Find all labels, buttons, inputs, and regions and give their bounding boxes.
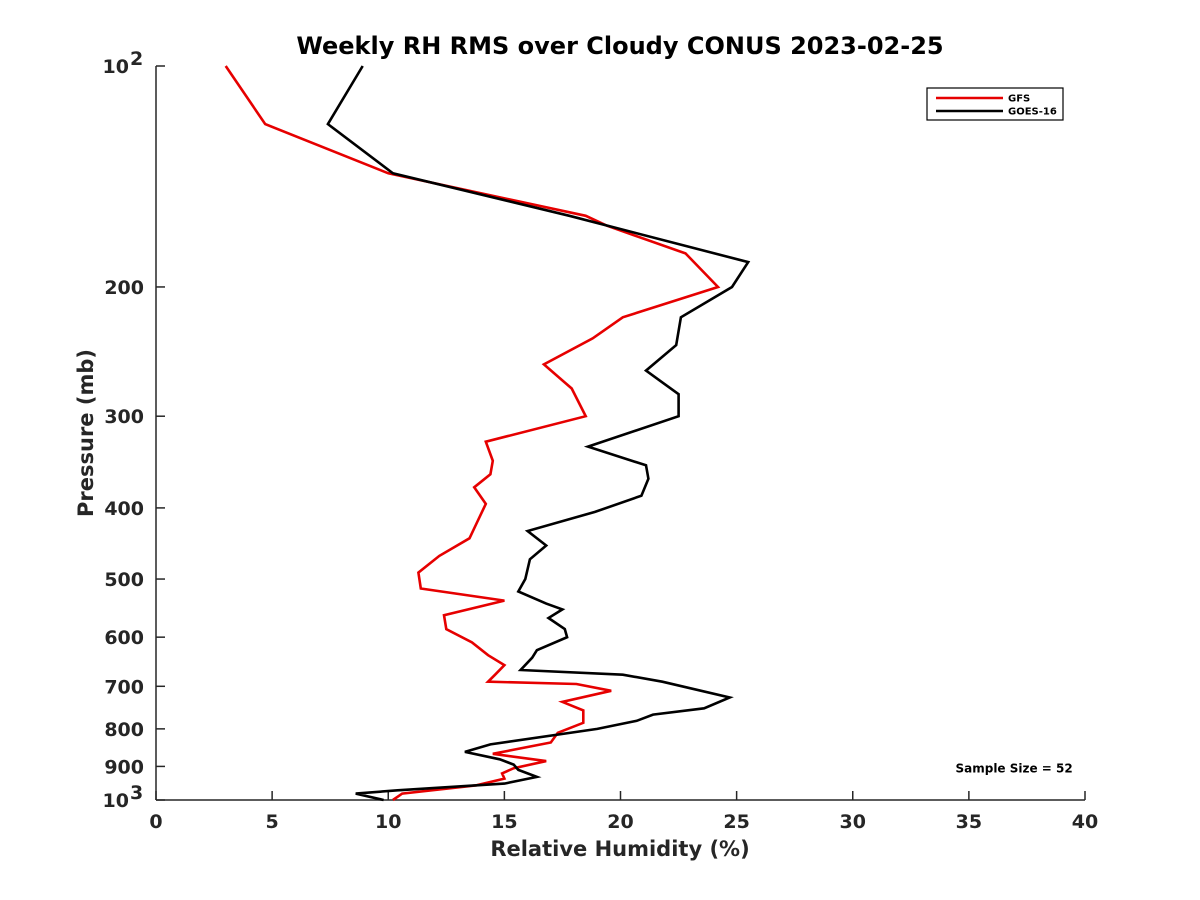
y-tick-label-base: 10: [103, 56, 129, 78]
x-axis-ticks: 0 5 10 15 20 25 30 35 40: [149, 791, 1098, 833]
x-tick-label: 25: [723, 811, 749, 833]
y-tick-label-exponent: 3: [130, 782, 143, 804]
y-tick-label: 10 3: [103, 782, 144, 812]
y-tick-label: 400: [104, 498, 144, 520]
legend: GFS GOES-16: [926, 87, 1064, 121]
series-layer: [224, 65, 751, 802]
y-tick-label: 900: [104, 756, 144, 778]
legend-label-gfs: GFS: [1008, 94, 1030, 105]
y-tick-label-base: 10: [103, 790, 129, 812]
sample-size-annotation: Sample Size = 52: [955, 761, 1072, 775]
legend-label-goes16: GOES-16: [1008, 107, 1057, 118]
x-axis-label: Relative Humidity (%): [490, 837, 749, 861]
x-tick-label: 15: [491, 811, 517, 833]
x-tick-label: 0: [149, 811, 162, 833]
x-tick-label: 30: [840, 811, 866, 833]
y-tick-label-exponent: 2: [130, 48, 143, 70]
y-axis-label: Pressure (mb): [74, 349, 98, 517]
y-tick-label: 700: [104, 676, 144, 698]
series-line-goes-16: [326, 65, 751, 802]
x-tick-label: 40: [1072, 811, 1098, 833]
y-tick-label: 500: [104, 569, 144, 591]
x-tick-label: 10: [375, 811, 401, 833]
y-tick-label: 10 2: [103, 48, 144, 78]
chart-title: Weekly RH RMS over Cloudy CONUS 2023-02-…: [296, 32, 943, 60]
x-tick-label: 35: [956, 811, 982, 833]
series-line-gfs: [224, 65, 721, 802]
x-tick-label: 5: [266, 811, 279, 833]
x-tick-label: 20: [607, 811, 633, 833]
y-tick-label: 200: [104, 277, 144, 299]
legend-box: [926, 87, 1064, 121]
y-tick-label: 600: [104, 627, 144, 649]
y-tick-label: 800: [104, 719, 144, 741]
y-tick-label: 300: [104, 406, 144, 428]
